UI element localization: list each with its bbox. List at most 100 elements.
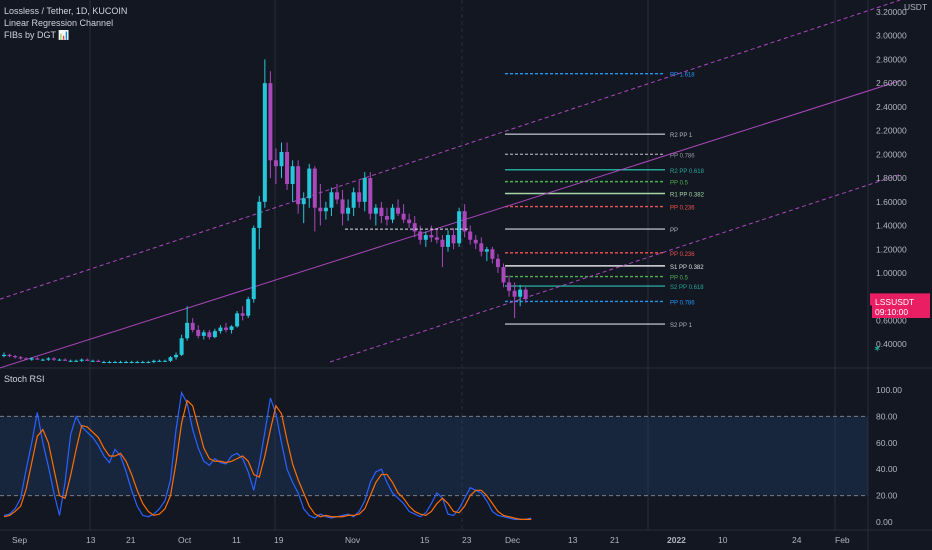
candle-body xyxy=(229,326,234,330)
candle-body xyxy=(507,282,512,291)
price-tick-label: 2.00000 xyxy=(876,149,907,159)
candle-body xyxy=(196,329,201,336)
candle-body xyxy=(434,237,439,240)
candle-body xyxy=(2,354,6,357)
candle-body xyxy=(168,357,173,361)
regression-midline xyxy=(0,80,901,369)
candle-body xyxy=(429,235,434,238)
candle-body xyxy=(351,192,356,208)
candle-body xyxy=(218,327,223,332)
pivot-label: PP 0.786 xyxy=(670,300,695,306)
price-tick-label: 1.00000 xyxy=(876,268,907,278)
candle-body xyxy=(124,362,129,363)
candle-body xyxy=(290,166,295,184)
candle-body xyxy=(340,199,345,214)
symbol-badge: LSSUSDT xyxy=(872,296,930,308)
candle-body xyxy=(407,219,412,224)
candle-body xyxy=(13,356,18,358)
symbol-title[interactable]: Lossless / Tether, 1D, KUCOIN xyxy=(4,6,128,16)
pivot-label: R2 PP 0.618 xyxy=(670,169,705,175)
price-tick-label: 2.40000 xyxy=(876,102,907,112)
stoch-rsi-title[interactable]: Stoch RSI xyxy=(4,374,45,384)
candle-body xyxy=(257,201,262,228)
time-tick-label: 10 xyxy=(718,535,728,545)
candle-body xyxy=(446,235,450,247)
candle-body xyxy=(7,354,12,357)
candle-body xyxy=(373,207,378,214)
candle-body xyxy=(90,360,95,362)
candle-body xyxy=(512,290,517,297)
price-tick-label: 3.20000 xyxy=(876,7,907,17)
candle-body xyxy=(396,207,401,214)
candle-body xyxy=(329,192,334,208)
candle-body xyxy=(40,359,45,361)
candle-body xyxy=(174,354,179,358)
candle-body xyxy=(484,249,489,252)
price-tick-label: 0.60000 xyxy=(876,315,907,325)
candle-body xyxy=(362,178,367,202)
time-tick-label: 11 xyxy=(232,535,241,545)
candle-body xyxy=(24,358,29,360)
candle-body xyxy=(151,360,156,362)
candle-body xyxy=(457,211,462,244)
crosshair-icon: ✶ xyxy=(873,344,881,355)
currency-label: USDT xyxy=(904,2,927,12)
candle-body xyxy=(235,313,240,327)
candle-body xyxy=(74,360,79,362)
pivot-label: S2 PP 1 xyxy=(670,323,693,329)
candle-body xyxy=(146,362,151,363)
candle-body xyxy=(224,327,228,330)
price-tick-label: 1.80000 xyxy=(876,173,907,183)
candle-body xyxy=(401,213,406,220)
candle-body xyxy=(323,207,328,212)
candle-body xyxy=(46,358,51,360)
candle-body xyxy=(335,192,339,200)
indicator-fibs-label[interactable]: FIBs by DGT 📊 xyxy=(4,30,70,40)
time-tick-label: 21 xyxy=(126,535,136,545)
stoch-tick-label: 60.00 xyxy=(876,438,898,448)
candle-body xyxy=(490,249,495,259)
candle-body xyxy=(384,216,389,220)
price-tick-label: 2.20000 xyxy=(876,126,907,136)
price-tick-label: 1.60000 xyxy=(876,197,907,207)
stoch-tick-label: 0.00 xyxy=(876,517,893,527)
candle-body xyxy=(412,223,417,232)
time-tick-label: Sep xyxy=(12,535,27,545)
candle-body xyxy=(468,231,473,240)
pivot-label: S1 PP 0.382 xyxy=(670,265,704,271)
candle-body xyxy=(246,299,251,316)
candle-body xyxy=(140,362,145,363)
candle-body xyxy=(307,168,312,199)
candle-body xyxy=(18,357,23,359)
indicator-linreg-label[interactable]: Linear Regression Channel xyxy=(4,18,114,28)
pivot-label: S2 PP 0.618 xyxy=(670,285,704,291)
pivot-label: PP xyxy=(670,228,678,234)
candle-body xyxy=(207,332,212,338)
stoch-tick-label: 40.00 xyxy=(876,464,898,474)
candle-body xyxy=(29,358,34,360)
price-tick-label: 2.60000 xyxy=(876,78,907,88)
candle-body xyxy=(451,235,456,244)
candle-body xyxy=(201,332,206,336)
pivot-label: PP 0.236 xyxy=(670,252,695,258)
candle-body xyxy=(279,151,284,167)
candle-body xyxy=(440,239,445,247)
candle-body xyxy=(68,360,73,362)
candle-body xyxy=(501,267,506,283)
candle-body xyxy=(51,358,56,360)
candle-body xyxy=(296,166,301,205)
candle-body xyxy=(318,207,323,212)
candle-body xyxy=(312,168,317,208)
candle-body xyxy=(251,227,256,300)
candle-body xyxy=(262,83,267,202)
candle-body xyxy=(462,211,467,232)
candle-body xyxy=(418,231,423,240)
stoch-band xyxy=(0,416,868,496)
candle-body xyxy=(118,362,123,363)
candle-body xyxy=(495,258,500,268)
pivot-label: R1 PP 0.382 xyxy=(670,192,705,198)
candle-body xyxy=(57,359,62,361)
stoch-d-line xyxy=(3,399,532,520)
stoch-tick-label: 100.00 xyxy=(876,385,902,395)
